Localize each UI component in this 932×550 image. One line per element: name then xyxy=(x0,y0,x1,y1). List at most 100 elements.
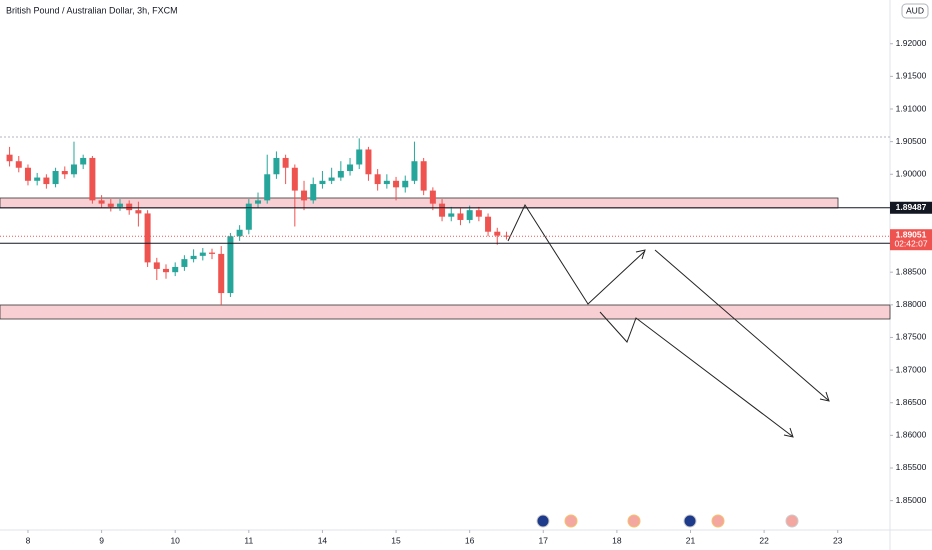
y-tick-label: 1.91000 xyxy=(896,103,927,113)
x-tick-label: 18 xyxy=(612,535,622,545)
candle-body xyxy=(245,203,252,230)
countdown: 02:42:07 xyxy=(894,238,927,248)
candle-body xyxy=(328,177,335,181)
candle-body xyxy=(181,259,188,267)
price-tag-label: 1.89487 xyxy=(896,202,927,212)
candle-body xyxy=(236,229,243,237)
x-tick-label: 8 xyxy=(26,535,31,545)
currency-box[interactable] xyxy=(901,3,929,19)
candle-body xyxy=(24,167,31,181)
candle-body xyxy=(70,164,77,175)
candle-body xyxy=(337,171,344,178)
candle-body xyxy=(89,157,96,201)
candle-body xyxy=(466,210,473,220)
candle-body xyxy=(301,190,308,201)
candle-body xyxy=(6,154,13,162)
x-tick-label: 11 xyxy=(244,535,253,545)
candle-body xyxy=(439,203,446,217)
candle-body xyxy=(457,213,464,220)
support-zone[interactable] xyxy=(0,304,891,320)
arrow-path[interactable] xyxy=(507,203,646,305)
arrow-head xyxy=(783,427,794,438)
event-icon[interactable] xyxy=(627,514,641,528)
candle-body xyxy=(107,203,114,207)
x-tick-label: 16 xyxy=(465,535,475,545)
candle-body xyxy=(429,190,436,204)
candle-body xyxy=(319,180,326,185)
candle-body xyxy=(116,203,123,207)
candle-body xyxy=(365,149,372,175)
candle-body xyxy=(80,157,87,165)
event-icon[interactable] xyxy=(711,514,725,528)
candle-body xyxy=(34,177,41,181)
arrow-head xyxy=(819,391,830,402)
candle-body xyxy=(494,231,501,236)
candle-body xyxy=(98,200,105,204)
candle-body xyxy=(190,255,197,260)
y-tick-label: 1.85000 xyxy=(896,495,927,505)
candle-body xyxy=(393,180,400,188)
candle-body xyxy=(282,157,289,168)
arrow-head xyxy=(635,249,646,260)
candle-body xyxy=(135,210,142,214)
x-tick-label: 17 xyxy=(539,535,549,545)
candle-body xyxy=(218,253,225,294)
candle-body xyxy=(402,180,409,188)
event-icon[interactable] xyxy=(564,514,578,528)
candle-body xyxy=(485,216,492,232)
candle-body xyxy=(374,174,381,185)
candle-body xyxy=(475,210,482,217)
candle-body xyxy=(163,268,170,273)
x-tick-label: 14 xyxy=(318,535,328,545)
resistance-zone[interactable] xyxy=(0,197,839,209)
last-price-tag xyxy=(890,229,932,251)
event-icons[interactable] xyxy=(536,514,799,528)
candle-body xyxy=(411,161,418,181)
candle-body xyxy=(199,252,206,256)
y-tick-label: 1.88500 xyxy=(896,266,927,276)
y-tick-label: 1.86500 xyxy=(896,397,927,407)
y-tick-label: 1.91500 xyxy=(896,71,927,81)
candle-body xyxy=(347,164,354,172)
event-icon[interactable] xyxy=(785,514,799,528)
arrow-path[interactable] xyxy=(599,311,793,437)
chart-title: British Pound / Australian Dollar, 3h, F… xyxy=(6,5,178,15)
currency[interactable]: AUD xyxy=(906,5,924,15)
arrow-path[interactable] xyxy=(654,249,829,401)
candle-body xyxy=(383,180,390,185)
x-tick-label: 21 xyxy=(686,535,696,545)
projection-arrows[interactable] xyxy=(507,203,830,438)
candle-body xyxy=(448,213,455,217)
candle-body xyxy=(273,157,280,175)
y-tick-label: 1.87500 xyxy=(896,332,927,342)
y-tick-label: 1.90000 xyxy=(896,169,927,179)
x-tick-label: 9 xyxy=(99,535,104,545)
x-tick-label: 22 xyxy=(759,535,769,545)
x-tick-label: 15 xyxy=(391,535,401,545)
candle-body xyxy=(153,262,160,269)
candle-body xyxy=(172,266,179,273)
candle-body xyxy=(264,174,271,201)
candle-body xyxy=(420,161,427,191)
price-tag xyxy=(890,201,932,214)
candle-body xyxy=(356,149,363,165)
candle-body xyxy=(126,203,133,211)
candle-body xyxy=(227,236,234,294)
y-tick-label: 1.92000 xyxy=(896,38,927,48)
x-tick-label: 23 xyxy=(833,535,843,545)
y-tick-label: 1.90500 xyxy=(896,136,927,146)
candle-body xyxy=(209,252,216,254)
x-tick-label: 10 xyxy=(170,535,180,545)
event-icon[interactable] xyxy=(683,514,697,528)
candle-body xyxy=(52,171,59,185)
y-tick-label: 1.86000 xyxy=(896,430,927,440)
candle-body xyxy=(15,161,22,168)
event-icon[interactable] xyxy=(536,514,550,528)
candle-body xyxy=(255,200,262,204)
y-tick-label: 1.88000 xyxy=(896,299,927,309)
candle-body xyxy=(503,235,510,237)
last-price-label: 1.89051 xyxy=(896,229,927,239)
candle-body xyxy=(43,177,50,185)
